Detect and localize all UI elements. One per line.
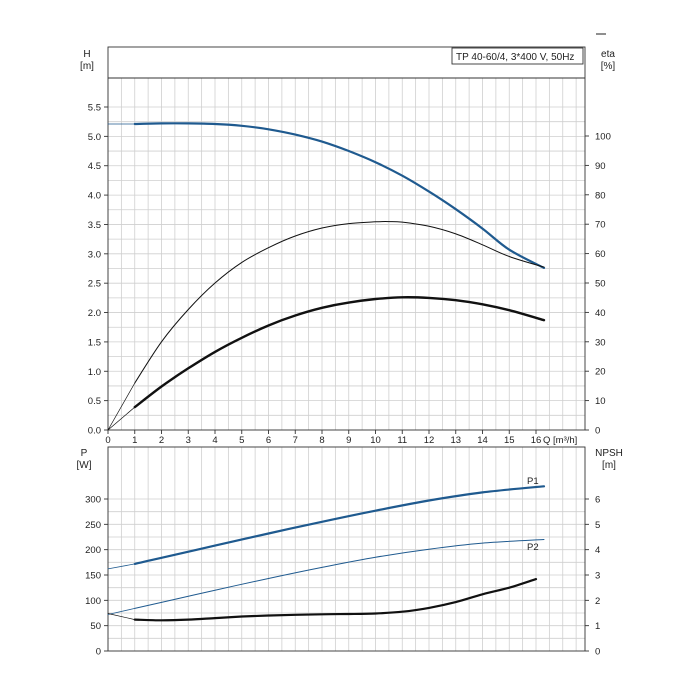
- bottom-right-tick-label: 2: [595, 596, 600, 607]
- series-head: [133, 122, 546, 269]
- series-p1: [133, 485, 546, 565]
- top-left-axis-title: H [m]: [80, 49, 94, 72]
- top-left-tick-label: 3.0: [88, 249, 101, 260]
- bottom-left-tick-label: 50: [90, 621, 101, 632]
- series-label-p1: P1: [527, 476, 539, 487]
- top-left-tick-label: 0.5: [88, 396, 101, 407]
- x-tick-label: 2: [159, 435, 164, 446]
- top-left-tick-label: 3.5: [88, 220, 101, 231]
- x-tick-label: 4: [212, 435, 217, 446]
- bottom-left-tick-label: 0: [96, 647, 101, 658]
- top-right-tick-label: 10: [595, 396, 606, 407]
- top-right-tick-label: 50: [595, 279, 606, 290]
- x-tick-label: 14: [477, 435, 488, 446]
- top-right-tick-label: 40: [595, 308, 606, 319]
- bottom-right-tick-label: 5: [595, 520, 600, 531]
- x-tick-label: 11: [397, 435, 407, 446]
- x-tick-label: 10: [370, 435, 381, 446]
- x-tick-label: 6: [266, 435, 271, 446]
- top-left-tick-label: 2.0: [88, 308, 101, 319]
- top-left-tick-label: 1.0: [88, 367, 101, 378]
- top-left-tick-label: 0.0: [88, 426, 101, 437]
- bottom-right-tick-label: 6: [595, 495, 600, 506]
- top-left-tick-label: 4.5: [88, 161, 101, 172]
- bottom-left-tick-label: 250: [85, 520, 101, 531]
- top-right-tick-label: 100: [595, 132, 611, 143]
- series-p2: [134, 539, 545, 609]
- bottom-left-axis-label: P: [81, 448, 88, 459]
- series-eta-extrapolated: [107, 382, 136, 431]
- bottom-right-tick-label: 4: [595, 545, 600, 556]
- head-efficiency-panel: 0.00.51.01.52.02.53.03.54.04.55.05.50102…: [88, 46, 611, 446]
- series-p2-extrapolated: [107, 608, 136, 615]
- top-right-tick-label: 90: [595, 161, 606, 172]
- top-right-tick-label: 20: [595, 367, 606, 378]
- top-left-tick-label: 1.5: [88, 337, 101, 348]
- x-tick-label: 8: [319, 435, 324, 446]
- series-eta: [134, 221, 545, 384]
- legend-box-text: TP 40-60/4, 3*400 V, 50Hz: [456, 52, 574, 63]
- bottom-right-tick-label: 1: [595, 621, 600, 632]
- bottom-left-tick-label: 150: [85, 571, 101, 582]
- x-tick-label: 13: [450, 435, 461, 446]
- top-left-tick-label: 4.0: [88, 191, 101, 202]
- top-right-tick-label: 30: [595, 337, 606, 348]
- top-left-tick-label: 5.5: [88, 103, 101, 114]
- x-tick-label: 15: [504, 435, 515, 446]
- x-axis-title: Q [m³/h]: [543, 435, 577, 446]
- x-tick-label: 0: [105, 435, 110, 446]
- series-p1-extrapolated: [107, 563, 136, 570]
- bottom-right-tick-label: 3: [595, 571, 600, 582]
- bottom-left-axis-title: P [W]: [77, 448, 92, 471]
- top-right-axis-unit: [%]: [601, 61, 616, 72]
- x-tick-label: 12: [424, 435, 435, 446]
- bottom-left-tick-label: 200: [85, 545, 101, 556]
- bottom-right-axis-title: NPSH [m]: [595, 448, 623, 471]
- series-eta-thick: [133, 296, 546, 409]
- top-right-axis-label: eta: [601, 49, 615, 60]
- bottom-right-axis-label: NPSH: [595, 448, 623, 459]
- x-tick-label: 9: [346, 435, 351, 446]
- bottom-left-axis-unit: [W]: [77, 460, 92, 471]
- bottom-left-tick-label: 100: [85, 596, 101, 607]
- series-npsh-extrapolated: [107, 613, 136, 620]
- top-left-axis-label: H: [83, 49, 90, 60]
- x-tick-label: 1: [132, 435, 137, 446]
- top-right-tick-label: 0: [595, 426, 600, 437]
- top-right-axis-title: eta [%]: [601, 49, 616, 72]
- power-npsh-panel: 0 50 100 150 200 250 300 0 1 2 3 4 5 6: [85, 446, 600, 658]
- top-left-tick-label: 2.5: [88, 279, 101, 290]
- series-eta-thick-extrapolated: [107, 406, 136, 431]
- top-left-tick-label: 5.0: [88, 132, 101, 143]
- top-left-axis-unit: [m]: [80, 61, 94, 72]
- top-right-tick-label: 80: [595, 190, 606, 201]
- legend-box-frame: [451, 47, 584, 65]
- top-right-tick-label: 70: [595, 220, 606, 231]
- legend-box: TP 40-60/4, 3*400 V, 50Hz: [451, 47, 584, 65]
- top-right-tick-label: 60: [595, 249, 606, 260]
- x-tick-label: 3: [186, 435, 191, 446]
- x-tick-label: 7: [293, 435, 298, 446]
- series-label-p2: P2: [527, 542, 539, 553]
- bottom-right-tick-label: 0: [595, 647, 600, 658]
- series-npsh: [133, 578, 538, 622]
- x-tick-label: 5: [239, 435, 244, 446]
- bottom-plot-frame: [107, 446, 586, 652]
- top-plot-frame: [107, 46, 586, 431]
- x-axis-label: Q [m³/h]: [543, 435, 577, 446]
- x-tick-label: 16: [531, 435, 542, 446]
- bottom-right-axis-unit: [m]: [602, 460, 616, 471]
- bottom-left-tick-label: 300: [85, 495, 101, 506]
